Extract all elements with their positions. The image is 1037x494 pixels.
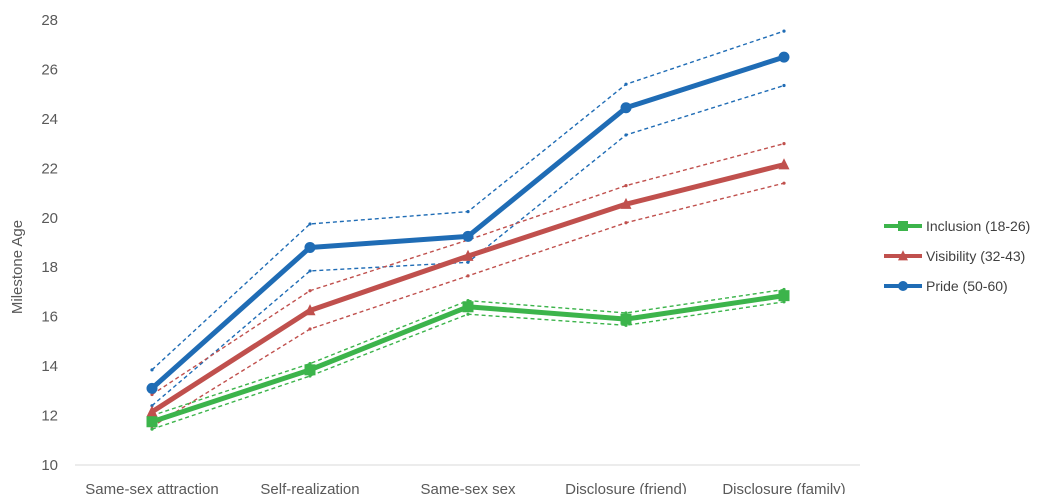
data-point	[620, 197, 632, 209]
y-tick-label: 22	[41, 160, 58, 177]
data-point	[304, 241, 316, 253]
ci-point	[308, 222, 312, 226]
data-point	[146, 405, 158, 417]
y-tick-label: 26	[41, 61, 58, 78]
x-tick-label: Same-sex attraction	[85, 481, 218, 494]
ci-point	[466, 274, 470, 278]
data-point	[146, 416, 158, 428]
x-tick-label: Same-sex sex	[420, 481, 516, 494]
series-main-group	[146, 51, 790, 394]
series-main-group	[146, 158, 790, 417]
x-tick-label: Disclosure (friend)	[565, 481, 687, 494]
y-axis-title: Milestone Age	[9, 220, 26, 314]
data-point	[462, 301, 474, 313]
data-point	[620, 102, 632, 114]
plot-area	[75, 29, 860, 466]
ci-point	[466, 260, 470, 264]
ci-point	[624, 221, 628, 225]
x-axis-tick-labels: Same-sex attraction Self-realization Same-…	[85, 481, 845, 494]
series-ci-line	[151, 84, 785, 407]
series-line	[150, 54, 785, 391]
legend-marker	[898, 281, 908, 291]
data-point	[146, 382, 158, 394]
data-point	[778, 158, 790, 170]
series-ci-line	[151, 301, 785, 430]
ci-point	[782, 181, 786, 185]
ci-point	[466, 312, 470, 316]
legend-marker	[898, 221, 908, 231]
y-tick-label: 24	[41, 111, 58, 128]
ci-point	[624, 184, 628, 188]
data-point	[304, 304, 316, 316]
y-tick-label: 28	[41, 12, 58, 29]
data-point	[462, 249, 474, 261]
data-point	[778, 51, 790, 63]
ci-point	[150, 368, 154, 372]
y-tick-label: 16	[41, 309, 58, 326]
data-point	[620, 313, 632, 325]
y-tick-label: 18	[41, 259, 58, 276]
x-tick-label: Self-realization	[260, 481, 359, 494]
ci-point	[308, 269, 312, 273]
data-point	[304, 364, 316, 376]
ci-point	[782, 83, 786, 88]
data-point	[778, 290, 790, 302]
ci-point	[624, 133, 628, 137]
ci-point	[150, 427, 154, 431]
y-axis-tick-labels: 10 12 14 16 18 20 22 24 26 28	[41, 12, 58, 474]
data-point	[462, 230, 474, 242]
series-line	[150, 162, 785, 414]
legend-label: Pride (50-60)	[926, 278, 1008, 294]
ci-point	[624, 82, 628, 86]
y-tick-label: 14	[41, 358, 58, 375]
legend-label: Inclusion (18-26)	[926, 218, 1030, 234]
ci-point	[782, 29, 786, 33]
y-tick-label: 10	[41, 457, 58, 474]
series-ci-line	[151, 142, 785, 396]
ci-point	[308, 289, 312, 293]
series-main-group	[146, 290, 790, 428]
series-ci-line	[151, 30, 785, 371]
ci-point	[782, 142, 786, 146]
ci-point	[308, 327, 312, 331]
x-tick-label: Disclosure (family)	[722, 481, 845, 494]
ci-point	[466, 209, 470, 214]
y-tick-label: 12	[41, 408, 58, 425]
legend-marker	[898, 250, 908, 261]
y-tick-label: 20	[41, 210, 58, 227]
legend-label: Visibility (32-43)	[926, 248, 1025, 264]
legend: Inclusion (18-26) Visibility (32-43) Pride…	[884, 218, 1030, 294]
